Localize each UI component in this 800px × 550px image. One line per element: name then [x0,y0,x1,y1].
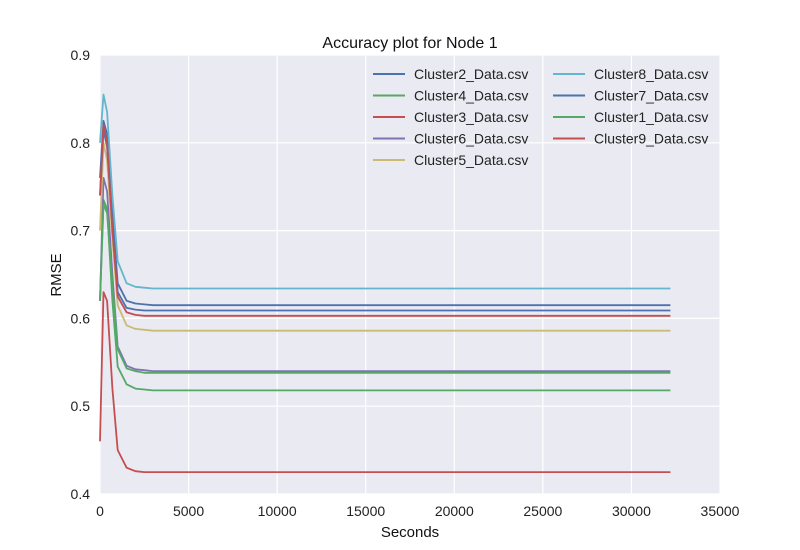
y-tick-label: 0.9 [71,47,91,63]
x-tick-label: 5000 [173,503,204,519]
series-line-3 [99,291,671,474]
x-tick-label: 30000 [612,503,651,519]
x-tick-label: 15000 [346,503,385,519]
x-tick-label: 35000 [701,503,740,519]
y-tick-label: 0.7 [71,223,91,239]
legend-label: Cluster7_Data.csv [594,88,708,104]
x-tick-label: 20000 [435,503,474,519]
y-tick-label: 0.6 [71,310,91,326]
x-axis-title: Seconds [381,524,439,541]
legend: Cluster2_Data.csv Cluster4_Data.csv Cluste… [373,66,708,168]
y-tick-label: 0.4 [71,486,91,502]
y-tick-label: 0.8 [71,135,91,151]
legend-label: Cluster9_Data.csv [594,131,708,147]
x-tick-label: 0 [96,503,104,519]
legend-label: Cluster6_Data.csv [414,131,528,147]
series-line-9 [99,124,671,317]
y-tick-labels: 0.4 0.5 0.6 0.7 0.8 0.9 [71,47,91,502]
x-tick-label: 25000 [523,503,562,519]
legend-label: Cluster8_Data.csv [594,66,708,82]
series-line-1 [99,120,671,307]
grid-lines [99,54,721,495]
series-lines [99,93,671,474]
series-line-8 [99,203,671,374]
x-tick-labels: 0 5000 10000 15000 20000 25000 30000 35000 [96,503,740,519]
legend-label: Cluster1_Data.csv [594,109,708,125]
legend-label: Cluster4_Data.csv [414,88,528,104]
chart-title: Accuracy plot for Node 1 [322,35,497,52]
plot-area [100,55,720,494]
series-line-2 [99,198,671,392]
legend-label: Cluster3_Data.csv [414,109,528,125]
series-line-5 [99,141,671,332]
series-line-4 [99,176,671,373]
y-axis-title: RMSE [48,253,65,296]
legend-label: Cluster2_Data.csv [414,66,528,82]
y-tick-label: 0.5 [71,398,91,414]
legend-label: Cluster5_Data.csv [414,152,528,168]
x-tick-label: 10000 [258,503,297,519]
series-line-6 [99,93,671,290]
